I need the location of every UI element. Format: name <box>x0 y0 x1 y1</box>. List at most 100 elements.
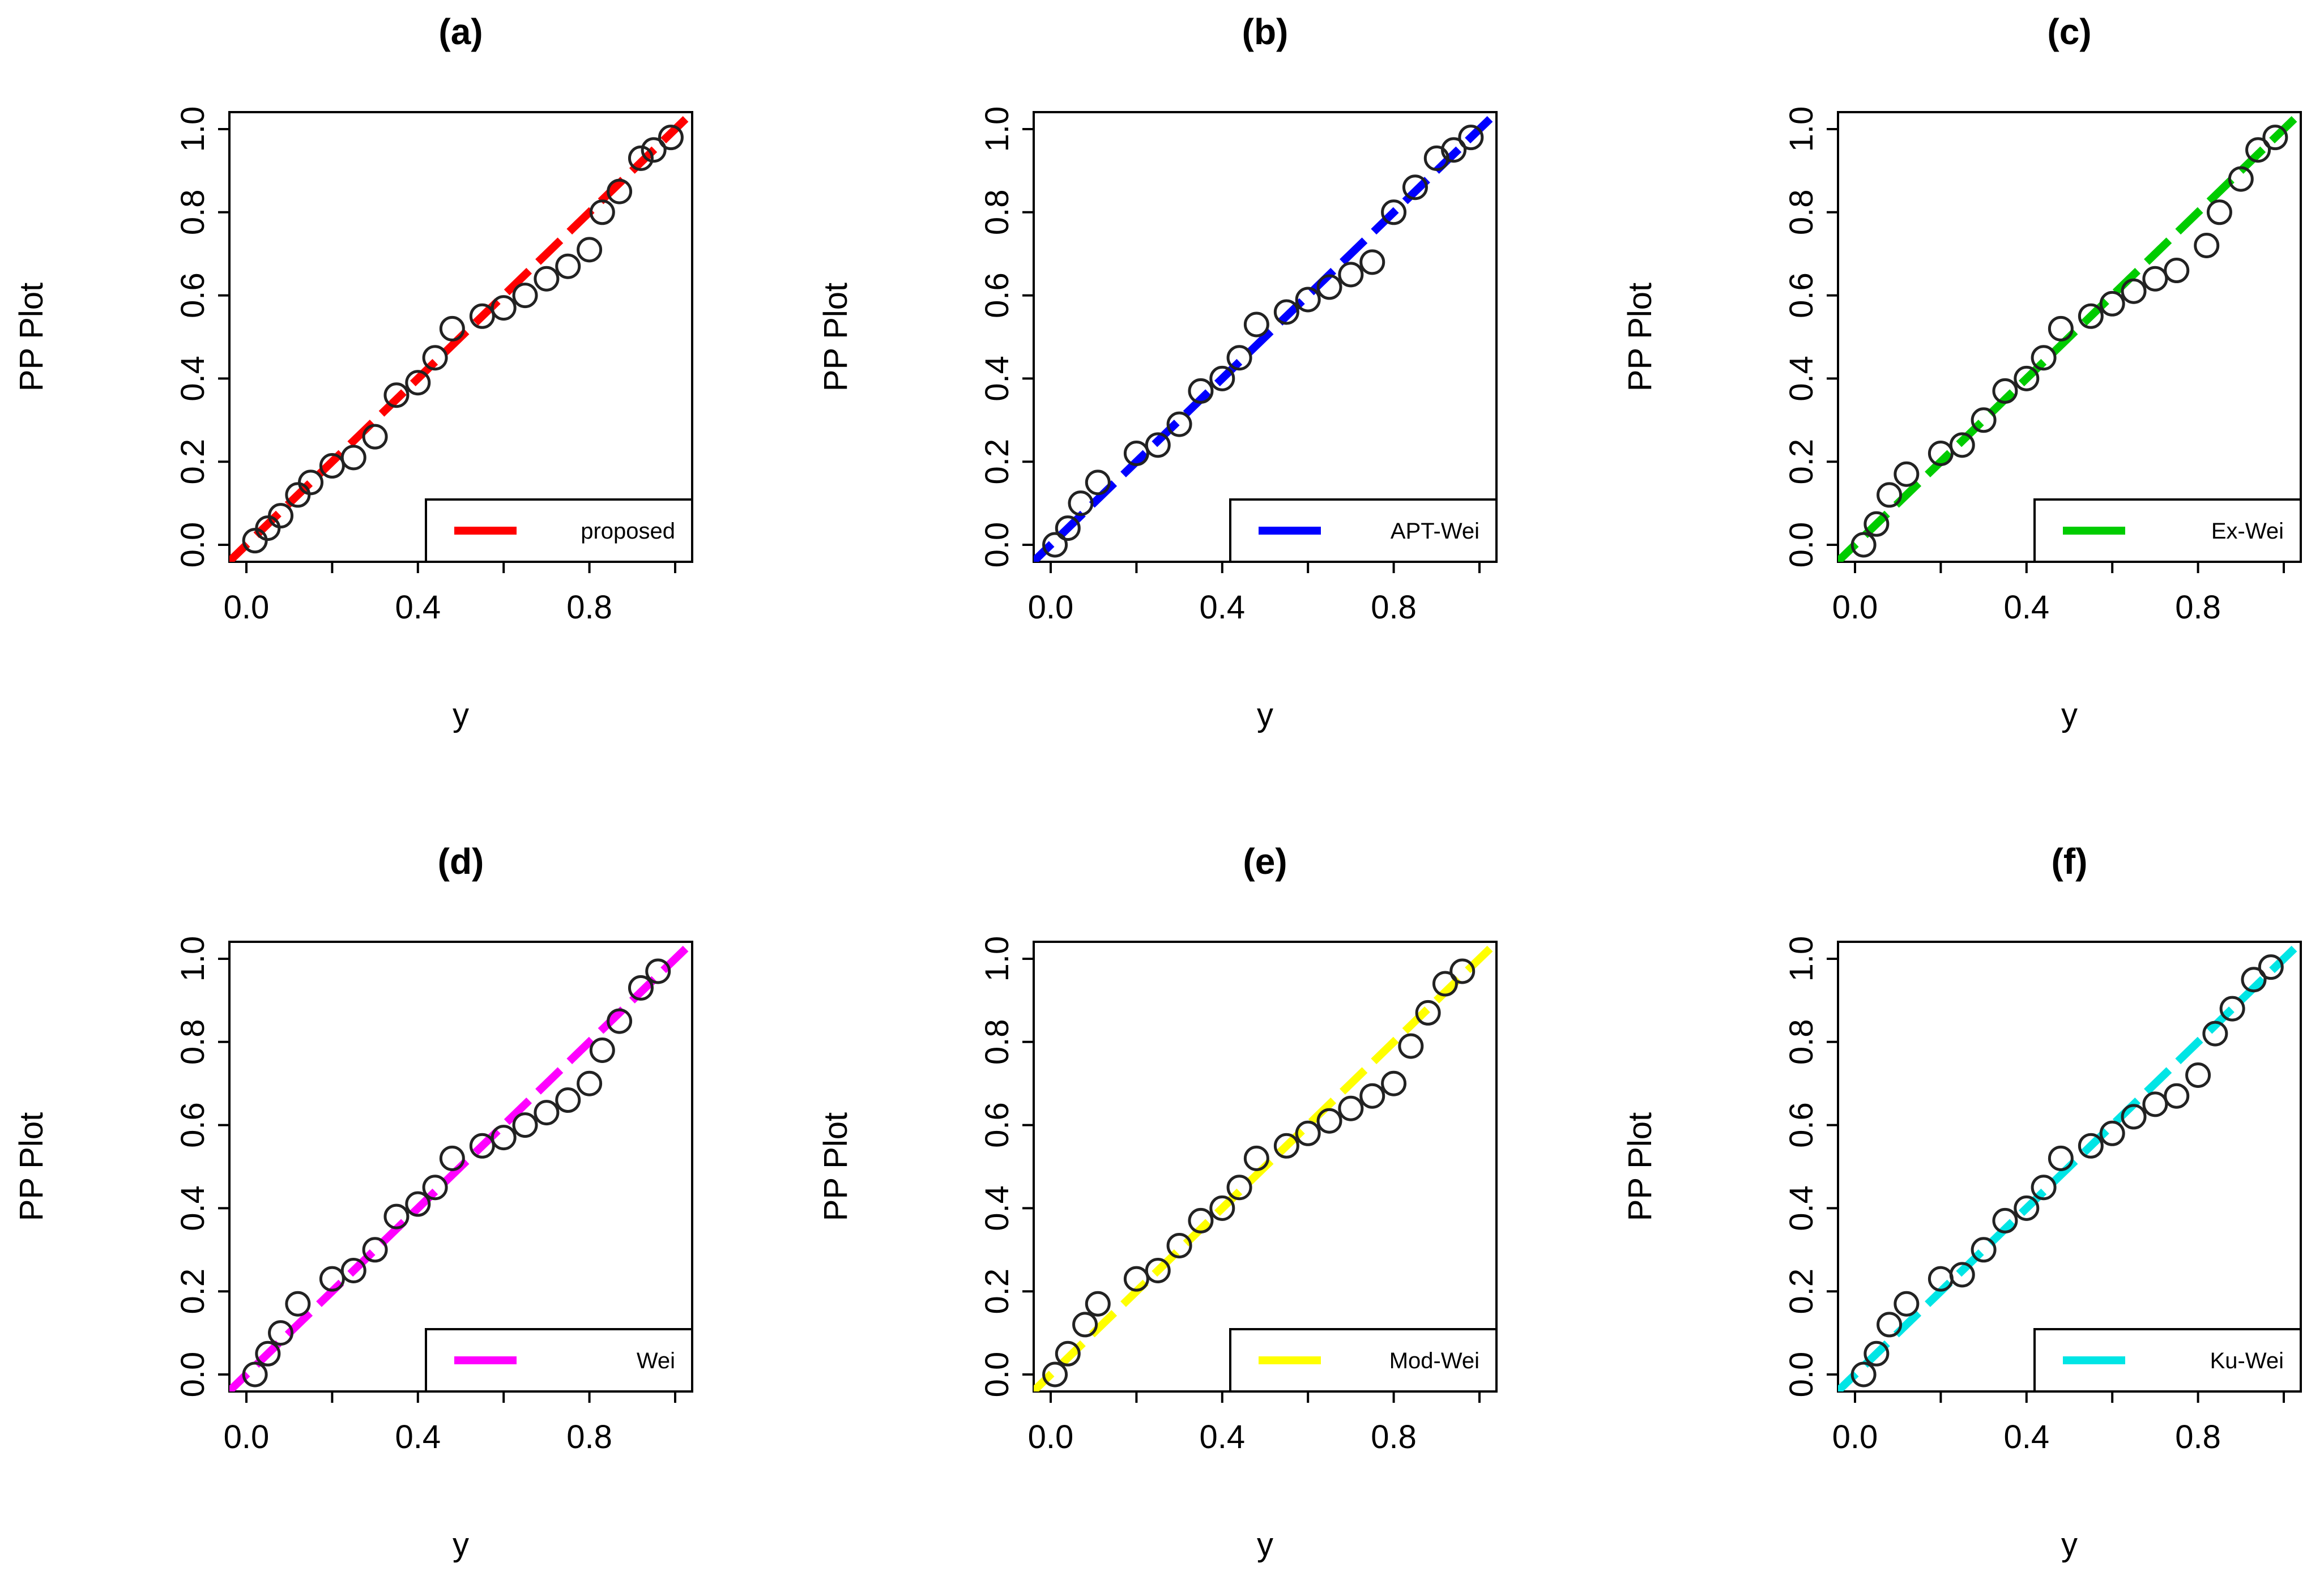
data-point <box>1894 1291 1920 1317</box>
y-tick-label: 0.0 <box>979 522 1016 568</box>
data-point <box>1415 1000 1441 1026</box>
data-point <box>1971 1237 1997 1263</box>
data-point <box>2262 125 2288 151</box>
chart-panel: (f) 0.0 0.4 0.8 0.0 0.2 0.4 0.6 0.8 1.0 y PP Plot Ku… <box>1622 841 2302 1563</box>
data-point <box>607 1008 633 1034</box>
chart-title: (a) <box>438 11 483 52</box>
y-axis-label: PP Plot <box>13 283 50 391</box>
data-point <box>469 1133 495 1159</box>
data-point <box>1226 345 1252 371</box>
chart-title: (b) <box>1242 11 1289 52</box>
data-point <box>534 1100 560 1126</box>
data-point <box>298 469 324 496</box>
data-point <box>1864 1341 1890 1367</box>
y-tick-label: 0.6 <box>1783 272 1820 318</box>
data-point <box>1449 958 1476 984</box>
y-axis-label: PP Plot <box>13 1112 50 1221</box>
x-tick-label: 0.0 <box>224 589 270 626</box>
data-point <box>2014 365 2040 391</box>
legend-label: Wei <box>637 1348 675 1373</box>
data-point <box>2031 345 2057 371</box>
chart-panel: (a) 0.0 0.4 0.8 0.0 0.2 0.4 0.6 0.8 1.0 y PP Plot pr… <box>13 11 693 733</box>
data-point <box>1085 469 1111 496</box>
y-tick-label: 0.2 <box>174 1269 211 1314</box>
data-point <box>1381 199 1407 225</box>
y-tick-label: 0.4 <box>979 1185 1016 1231</box>
x-tick-label: 0.4 <box>2003 1419 2049 1455</box>
chart-title: (d) <box>438 841 484 882</box>
chart-panel: (e) 0.0 0.4 0.8 0.0 0.2 0.4 0.6 0.8 1.0 y PP Plot Mo… <box>817 841 1498 1563</box>
y-tick-label: 0.8 <box>174 189 211 235</box>
y-tick-label: 0.0 <box>979 1352 1016 1398</box>
data-point <box>1273 299 1299 325</box>
data-point <box>512 1112 538 1138</box>
y-tick-label: 1.0 <box>174 106 211 152</box>
data-point <box>512 283 538 309</box>
data-point <box>1209 365 1235 391</box>
data-point <box>577 237 603 263</box>
data-point <box>2194 233 2220 259</box>
y-tick-label: 0.4 <box>1783 1185 1820 1231</box>
data-point <box>1145 432 1171 458</box>
data-point <box>2241 967 2267 993</box>
data-point <box>2202 1021 2228 1047</box>
chart-panel: (b) 0.0 0.4 0.8 0.0 0.2 0.4 0.6 0.8 1.0 y PP Plot AP… <box>817 11 1498 733</box>
x-tick-label: 0.0 <box>1832 1419 1878 1455</box>
data-point <box>1992 1207 2018 1233</box>
data-point <box>1458 125 1484 151</box>
data-point <box>645 958 671 984</box>
y-tick-label: 0.2 <box>979 439 1016 485</box>
data-point <box>491 295 517 321</box>
y-tick-label: 0.0 <box>1783 1352 1820 1398</box>
data-point <box>285 1291 311 1317</box>
data-point <box>439 1145 465 1171</box>
data-point <box>1338 262 1364 288</box>
data-point <box>1243 311 1269 338</box>
x-axis-label: y <box>453 697 469 733</box>
data-point <box>1877 1312 1903 1338</box>
y-tick-label: 0.6 <box>174 272 211 318</box>
y-tick-label: 0.4 <box>174 1185 211 1231</box>
data-point <box>2121 278 2147 304</box>
x-tick-label: 0.4 <box>395 1419 441 1455</box>
legend-label: APT-Wei <box>1391 519 1479 544</box>
y-tick-label: 1.0 <box>1783 936 1820 982</box>
data-point <box>2099 291 2125 317</box>
data-point <box>362 1237 388 1263</box>
data-point <box>2048 1145 2074 1171</box>
y-tick-label: 0.6 <box>1783 1102 1820 1148</box>
data-point <box>1850 1361 1877 1388</box>
legend-label: Ex-Wei <box>2211 519 2284 544</box>
data-point <box>1381 1070 1407 1096</box>
data-point <box>340 1258 366 1283</box>
data-point <box>2048 315 2074 341</box>
y-tick-label: 0.2 <box>174 439 211 485</box>
x-tick-label: 0.8 <box>566 1419 612 1455</box>
data-point <box>1072 1312 1098 1338</box>
y-axis-label: PP Plot <box>817 1112 854 1221</box>
data-point <box>1188 1207 1214 1233</box>
y-tick-label: 0.6 <box>174 1102 211 1148</box>
data-point <box>1055 1341 1081 1367</box>
y-tick-label: 0.4 <box>979 356 1016 402</box>
data-point <box>2078 1133 2104 1159</box>
data-point <box>2164 258 2190 284</box>
data-point <box>405 1191 431 1217</box>
data-point <box>2031 1175 2057 1201</box>
y-axis-label: PP Plot <box>1622 283 1658 391</box>
legend-label: Ku-Wei <box>2210 1348 2284 1373</box>
data-point <box>2121 1104 2147 1130</box>
y-tick-label: 0.8 <box>979 189 1016 235</box>
data-point <box>2164 1083 2190 1109</box>
y-tick-label: 0.0 <box>174 1352 211 1398</box>
data-point <box>1055 515 1081 541</box>
y-tick-label: 0.8 <box>174 1019 211 1065</box>
reference-line <box>1034 112 1496 562</box>
data-point <box>2228 166 2254 192</box>
data-point <box>268 1320 294 1346</box>
y-axis-label: PP Plot <box>1622 1112 1658 1221</box>
data-point <box>2245 137 2271 163</box>
data-point <box>2258 954 2284 980</box>
data-point <box>383 382 410 408</box>
data-point <box>255 1341 281 1367</box>
